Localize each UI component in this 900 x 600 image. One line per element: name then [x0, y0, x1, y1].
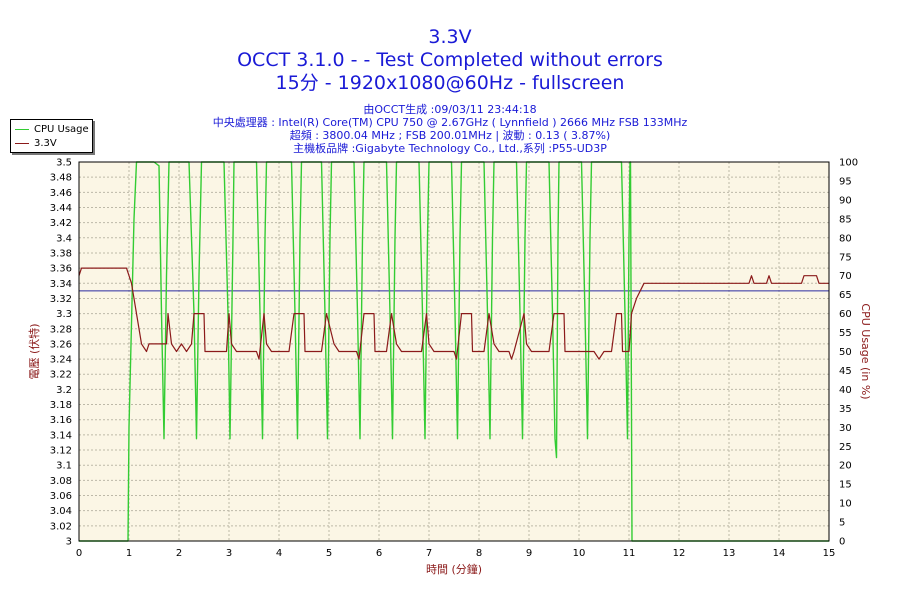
x-tick-8: 8	[476, 548, 482, 559]
info-cpu: 中央處理器 : Intel(R) Core(TM) CPU 750 @ 2.67…	[212, 116, 688, 129]
y-right-tick-100: 100	[839, 158, 858, 169]
x-tick-3: 3	[226, 548, 232, 559]
chart-subtitle-1: OCCT 3.1.0 - - Test Completed without er…	[237, 49, 663, 71]
legend-label-3v3: 3.3V	[34, 138, 57, 149]
y-left-tick-3.44: 3.44	[50, 203, 72, 214]
axes	[78, 161, 830, 542]
info-overclock: 超頻 : 3800.04 MHz ; FSB 200.01MHz | 波動 : …	[289, 129, 611, 142]
y-right-tick-60: 60	[839, 309, 852, 320]
y-left-tick-3.18: 3.18	[50, 400, 72, 411]
x-tick-7: 7	[426, 548, 432, 559]
y-right-tick-55: 55	[839, 328, 852, 339]
y-axis-left-label: 電壓 (伏特)	[27, 323, 41, 379]
x-tick-4: 4	[276, 548, 282, 559]
y-axis-right-label: CPU Usage (in %)	[859, 303, 872, 399]
y-right-tick-90: 90	[839, 195, 852, 206]
x-tick-14: 14	[773, 548, 786, 559]
x-tick-15: 15	[823, 548, 836, 559]
y-right-tick-20: 20	[839, 461, 852, 472]
chart-legend: CPU Usage 3.3V	[10, 119, 93, 153]
legend-item-3v3: 3.3V	[15, 137, 57, 150]
y-left-tick-3.46: 3.46	[50, 188, 72, 199]
y-left-tick-3.04: 3.04	[50, 506, 72, 517]
y-left-tick-3.36: 3.36	[50, 264, 72, 275]
x-tick-13: 13	[723, 548, 736, 559]
y-right-tick-15: 15	[839, 480, 852, 491]
y-right-tick-65: 65	[839, 290, 852, 301]
y-right-tick-50: 50	[839, 347, 852, 358]
y-left-tick-3.34: 3.34	[50, 279, 72, 290]
y-right-tick-75: 75	[839, 252, 852, 263]
y-right-tick-25: 25	[839, 442, 852, 453]
y-left-tick-3.14: 3.14	[50, 430, 72, 441]
y-left-tick-3.3: 3.3	[56, 309, 72, 320]
y-left-tick-3.16: 3.16	[50, 415, 72, 426]
y-right-tick-70: 70	[839, 271, 852, 282]
y-left-tick-3.38: 3.38	[50, 248, 72, 259]
x-tick-0: 0	[76, 548, 82, 559]
y-right-tick-30: 30	[839, 423, 852, 434]
legend-swatch-3v3	[15, 143, 29, 144]
y-left-tick-3: 3	[66, 537, 72, 548]
y-left-tick-3.12: 3.12	[50, 446, 72, 457]
y-right-tick-45: 45	[839, 366, 852, 377]
x-tick-11: 11	[623, 548, 636, 559]
y-right-tick-5: 5	[839, 518, 845, 529]
x-tick-9: 9	[526, 548, 532, 559]
y-left-tick-3.08: 3.08	[50, 476, 72, 487]
y-right-tick-35: 35	[839, 404, 852, 415]
x-axis-label: 時間 (分鐘)	[426, 562, 482, 576]
y-left-tick-3.22: 3.22	[50, 370, 72, 381]
chart-title: 3.3V	[428, 26, 472, 48]
y-left-tick-3.2: 3.2	[56, 385, 72, 396]
series-line-cpu-usage	[79, 161, 829, 542]
y-left-tick-3.02: 3.02	[50, 521, 72, 532]
x-tick-2: 2	[176, 548, 182, 559]
y-right-tick-95: 95	[839, 176, 852, 187]
y-left-tick-3.1: 3.1	[56, 461, 72, 472]
y-right-tick-80: 80	[839, 233, 852, 244]
y-left-tick-3.32: 3.32	[50, 294, 72, 305]
y-right-tick-85: 85	[839, 214, 852, 225]
series-lines	[78, 161, 829, 542]
plot-border	[78, 161, 830, 542]
tick-labels: 0 1 2 3 4 5 6 7 8 9 10 11 12 13 14 1533.023.043.063.083…	[50, 158, 858, 560]
x-tick-12: 12	[673, 548, 686, 559]
y-left-tick-3.06: 3.06	[50, 491, 72, 502]
info-generated: 由OCCT生成 :09/03/11 23:44:18	[363, 103, 537, 116]
legend-item-cpu-usage: CPU Usage	[15, 123, 89, 136]
x-tick-1: 1	[126, 548, 132, 559]
y-left-tick-3.26: 3.26	[50, 339, 72, 350]
legend-label-cpu-usage: CPU Usage	[34, 124, 89, 135]
y-right-tick-40: 40	[839, 385, 852, 396]
x-tick-10: 10	[573, 548, 586, 559]
y-left-tick-3.28: 3.28	[50, 324, 72, 335]
y-left-tick-3.4: 3.4	[56, 233, 72, 244]
info-motherboard: 主機板品牌 :Gigabyte Technology Co., Ltd.,系列 …	[293, 142, 607, 155]
x-tick-5: 5	[326, 548, 332, 559]
y-right-tick-10: 10	[839, 499, 852, 510]
y-left-tick-3.5: 3.5	[56, 158, 72, 169]
y-left-tick-3.48: 3.48	[50, 173, 72, 184]
chart-subtitle-2: 15分 - 1920x1080@60Hz - fullscreen	[275, 72, 625, 94]
legend-swatch-cpu-usage	[15, 129, 29, 130]
y-left-tick-3.42: 3.42	[50, 218, 72, 229]
x-tick-6: 6	[376, 548, 382, 559]
series-line-3v3	[78, 267, 829, 360]
y-right-tick-0: 0	[839, 537, 845, 548]
y-left-tick-3.24: 3.24	[50, 355, 72, 366]
